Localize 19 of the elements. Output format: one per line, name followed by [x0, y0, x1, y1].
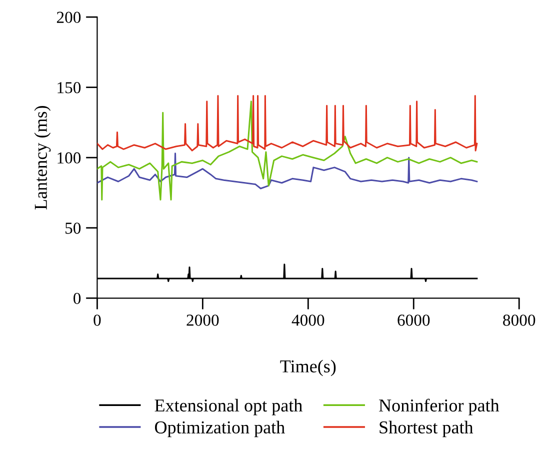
- legend-label: Extensional opt path: [154, 398, 302, 416]
- y-tick-label: 150: [58, 82, 81, 94]
- legend-label: Noninferior path: [379, 398, 500, 416]
- y-tick-label: 200: [56, 12, 81, 24]
- y-tick-label: 0: [74, 292, 81, 304]
- x-axis-title: Time(s): [280, 360, 336, 376]
- y-axis-title: Lantency (ms): [34, 106, 51, 210]
- line-series: [97, 152, 478, 190]
- x-tick-label: 4000: [292, 314, 324, 326]
- x-tick-label: 2000: [186, 314, 219, 326]
- y-tick-label: 50: [66, 222, 81, 234]
- y-tick-label: 100: [58, 152, 81, 164]
- legend-label: Shortest path: [380, 420, 474, 438]
- x-tick-label: 8000: [503, 314, 536, 326]
- line-series: [97, 95, 478, 152]
- line-series: [97, 100, 478, 201]
- legend-label: Optimization path: [154, 420, 285, 438]
- x-tick-label: 0: [94, 314, 101, 326]
- x-tick-label: 6000: [398, 314, 430, 326]
